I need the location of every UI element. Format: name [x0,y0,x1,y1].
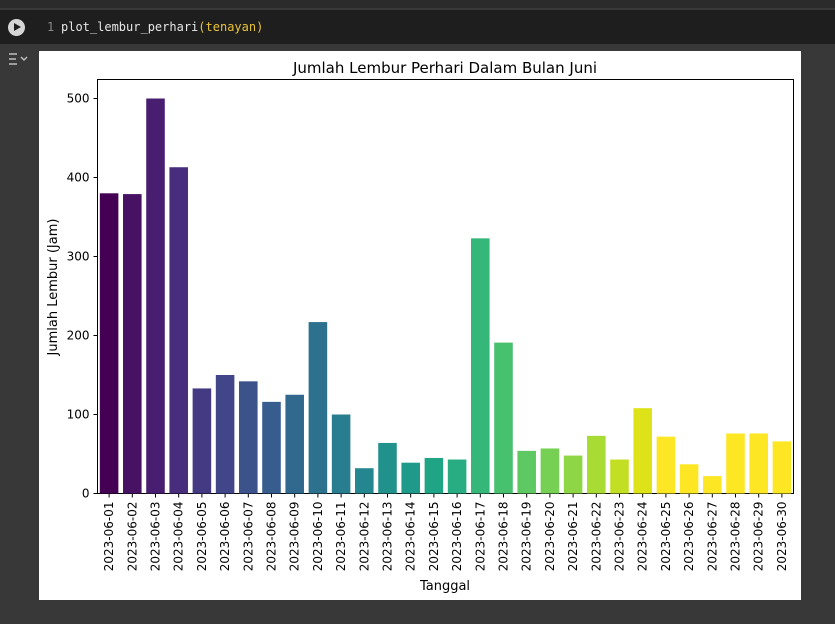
bar-2023-06-05 [192,388,212,494]
x-tick-label: 2023-06-17 [473,502,487,572]
x-tick-label: 2023-06-09 [288,502,302,572]
play-circle-icon[interactable] [8,19,25,36]
plot-frame [97,79,794,494]
bar-2023-06-27 [703,476,722,494]
bar-2023-06-23 [610,459,629,494]
bar-2023-06-09 [285,394,304,494]
y-tick-label: 400 [67,171,90,185]
bar-2023-06-16 [447,459,467,494]
x-tick-label: 2023-06-11 [334,502,348,572]
x-tick-label: 2023-06-12 [357,502,371,572]
chart-title: Jumlah Lembur Perhari Dalam Bulan Juni [292,59,597,77]
bar-2023-06-02 [123,194,142,494]
bar-2023-06-04 [169,167,188,494]
x-tick-label: 2023-06-08 [265,502,279,572]
x-tick-label: 2023-06-16 [450,502,464,572]
bar-2023-06-06 [215,375,235,494]
bar-2023-06-18 [494,342,513,494]
function-name: plot_lembur_perhari [61,20,199,34]
bar-2023-06-13 [378,442,397,494]
y-tick-label: 500 [67,92,90,106]
y-tick-label: 300 [67,250,90,264]
bar-2023-06-28 [726,433,745,494]
x-tick-label: 2023-06-26 [682,502,696,572]
bar-2023-06-01 [99,193,119,494]
x-tick-label: 2023-06-03 [149,502,163,572]
x-tick-label: 2023-06-04 [172,502,186,572]
bar-2023-06-22 [587,435,606,494]
function-argument: tenayan [205,20,257,34]
bar-2023-06-21 [563,455,583,494]
x-tick-label: 2023-06-10 [311,502,325,572]
code-line[interactable]: plot_lembur_perhari(tenayan) [61,20,263,34]
bar-2023-06-08 [262,401,281,494]
bar-chart: Jumlah Lembur Perhari Dalam Bulan Juni 0… [46,59,794,594]
x-tick-label: 2023-06-14 [404,502,418,572]
y-tick-label: 0 [82,487,90,501]
output-collapse-icon[interactable] [8,51,28,67]
bar-2023-06-15 [424,457,444,494]
bar-2023-06-17 [471,238,490,494]
x-tick-label: 2023-06-24 [636,502,650,572]
bar-2023-06-30 [772,441,792,494]
y-tick-label: 200 [67,329,90,343]
x-tick-label: 2023-06-15 [427,502,441,572]
y-tick-label: 100 [67,408,90,422]
close-paren: ) [256,20,264,34]
x-tick-label: 2023-06-29 [752,502,766,572]
x-tick-label: 2023-06-23 [613,502,627,572]
x-tick-label: 2023-06-27 [705,502,719,572]
line-number: 1 [47,20,55,34]
open-paren: ( [198,20,206,34]
x-tick-label: 2023-06-22 [589,502,603,572]
top-toolbar-strip [0,0,835,8]
bar-2023-06-03 [146,98,165,494]
x-tick-label: 2023-06-28 [729,502,743,572]
bar-2023-06-24 [633,408,652,494]
x-tick-label: 2023-06-20 [543,502,557,572]
x-tick-label: 2023-06-05 [195,502,209,572]
bar-2023-06-14 [401,462,420,494]
bar-2023-06-26 [679,464,699,494]
x-axis-label: Tanggal [419,579,470,594]
bar-2023-06-19 [517,450,536,494]
x-tick-label: 2023-06-25 [659,502,673,572]
bar-2023-06-29 [749,433,768,494]
x-tick-label: 2023-06-18 [497,502,511,572]
code-cell[interactable] [0,10,835,44]
bar-2023-06-25 [656,436,676,494]
y-axis-label: Jumlah Lembur (Jam) [46,219,61,357]
x-tick-label: 2023-06-19 [520,502,534,572]
output-figure: Jumlah Lembur Perhari Dalam Bulan Juni 0… [39,51,801,600]
bar-2023-06-10 [308,322,328,494]
bar-2023-06-12 [355,468,374,494]
x-tick-label: 2023-06-21 [566,502,580,572]
bar-2023-06-07 [239,381,258,494]
x-tick-label: 2023-06-02 [125,502,139,572]
bar-2023-06-20 [540,448,560,494]
x-tick-label: 2023-06-13 [381,502,395,572]
x-tick-label: 2023-06-06 [218,502,232,572]
x-tick-label: 2023-06-30 [775,502,789,572]
bar-2023-06-11 [331,414,351,494]
x-tick-label: 2023-06-01 [102,502,116,572]
x-tick-label: 2023-06-07 [241,502,255,572]
